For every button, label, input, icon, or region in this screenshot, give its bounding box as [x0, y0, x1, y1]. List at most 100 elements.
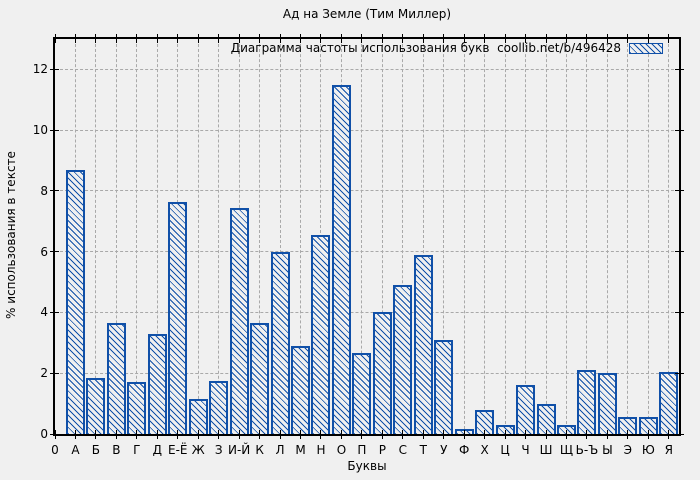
x-axis-tick-mirror: [463, 34, 465, 43]
bar-Ю: [638, 417, 658, 434]
x-tick-label: А: [71, 443, 80, 457]
x-tick-label: Ь-Ъ: [575, 443, 599, 457]
y-axis-tick-mirror: [675, 433, 684, 435]
x-axis-tick-mirror: [238, 34, 240, 43]
x-axis-tick: [381, 430, 383, 439]
bar-М: [291, 345, 310, 434]
x-tick-label: М: [295, 443, 306, 457]
v-gridline: [422, 39, 424, 434]
x-axis-tick-mirror: [279, 34, 281, 43]
x-axis-tick: [606, 430, 608, 439]
y-axis-tick: [50, 251, 59, 253]
x-axis-tick-mirror: [627, 34, 629, 43]
x-axis-tick: [74, 430, 76, 439]
y-tick-label: 12: [32, 62, 48, 77]
x-axis-tick: [115, 430, 117, 439]
x-tick-label: В: [112, 443, 121, 457]
y-axis-tick: [50, 68, 59, 70]
v-gridline: [218, 39, 220, 434]
bar-Ж: [188, 399, 208, 434]
x-tick-label: Л: [275, 443, 285, 457]
legend: Диаграмма частоты использования букв coo…: [231, 41, 663, 55]
bar-Х: [475, 409, 495, 434]
x-tick-label: Ф: [459, 443, 470, 457]
v-gridline: [647, 39, 649, 434]
y-tick-label: 4: [40, 305, 48, 320]
x-axis-tick-mirror: [361, 34, 363, 43]
x-axis-tick: [259, 430, 261, 439]
x-axis-tick-mirror: [177, 34, 179, 43]
bar-С: [393, 285, 413, 434]
x-axis-tick: [565, 430, 567, 439]
x-tick-label: У: [440, 443, 448, 457]
v-gridline: [463, 39, 465, 434]
x-axis-tick: [402, 430, 404, 439]
x-axis-tick-mirror: [647, 34, 649, 43]
x-axis-tick: [320, 430, 322, 439]
bar-Б: [86, 377, 106, 434]
x-axis-tick-mirror: [156, 34, 158, 43]
x-axis-tick: [95, 430, 97, 439]
x-tick-label: С: [398, 443, 407, 457]
y-tick-label: 10: [32, 123, 48, 138]
bar-Ь-Ъ: [577, 370, 597, 434]
bar-У: [434, 339, 454, 434]
v-gridline: [545, 39, 547, 434]
v-gridline: [300, 39, 301, 434]
y-tick-label: 8: [40, 183, 48, 198]
x-axis-tick: [340, 430, 342, 439]
x-axis-tick: [238, 430, 240, 439]
x-axis-tick-mirror: [320, 34, 322, 43]
x-tick-label: Ю: [641, 443, 655, 457]
x-tick-label: З: [214, 443, 223, 457]
x-tick-label: Ж: [191, 443, 205, 457]
bar-Е-Ё: [168, 201, 188, 434]
v-gridline: [361, 39, 363, 434]
x-tick-label: Щ: [559, 443, 574, 457]
x-tick-label: Е-Ё: [168, 443, 188, 457]
x-axis-tick-mirror: [115, 34, 117, 43]
bar-И-Й: [229, 207, 249, 434]
x-axis-tick: [668, 430, 670, 439]
x-axis-tick-mirror: [606, 34, 608, 43]
x-tick-label: О: [336, 443, 347, 457]
x-axis-tick-mirror: [136, 34, 138, 43]
x-axis-tick-mirror: [74, 34, 76, 43]
x-axis-tick-mirror: [218, 34, 220, 43]
x-tick-label: Ч: [521, 443, 530, 457]
x-tick-label: К: [255, 443, 264, 457]
x-axis-tick: [443, 430, 445, 439]
x-axis-tick: [136, 430, 138, 439]
v-gridline: [565, 39, 567, 434]
x-tick-label: Т: [419, 443, 427, 457]
x-axis-tick-mirror: [504, 34, 506, 43]
bar-Ц: [495, 424, 515, 434]
v-gridline: [504, 39, 506, 434]
x-axis-tick-mirror: [668, 34, 670, 43]
x-tick-label: Д: [152, 443, 162, 457]
x-tick-label: Х: [480, 443, 489, 457]
bar-З: [209, 380, 229, 434]
bar-Ч: [516, 385, 536, 434]
bar-Н: [311, 234, 331, 434]
x-axis-tick: [627, 430, 629, 439]
h-gridline: [55, 129, 679, 131]
x-origin-label: 0: [51, 443, 59, 457]
x-axis-tick: [197, 430, 199, 439]
x-axis-tick-mirror: [300, 34, 301, 43]
y-axis-tick: [50, 311, 59, 313]
x-axis-title: Буквы: [347, 459, 387, 473]
bar-Щ: [556, 424, 576, 434]
x-axis-tick: [586, 430, 588, 439]
x-tick-label: Г: [133, 443, 141, 457]
x-axis-tick-mirror: [545, 34, 547, 43]
chart-title: Ад на Земле (Тим Миллер): [282, 7, 452, 21]
bar-К: [250, 323, 270, 434]
v-gridline: [136, 39, 138, 434]
bar-Р: [372, 312, 392, 434]
x-axis-tick-mirror: [340, 34, 342, 43]
v-gridline: [115, 39, 117, 434]
x-axis-tick: [279, 430, 281, 439]
y-axis-tick-mirror: [675, 372, 684, 374]
